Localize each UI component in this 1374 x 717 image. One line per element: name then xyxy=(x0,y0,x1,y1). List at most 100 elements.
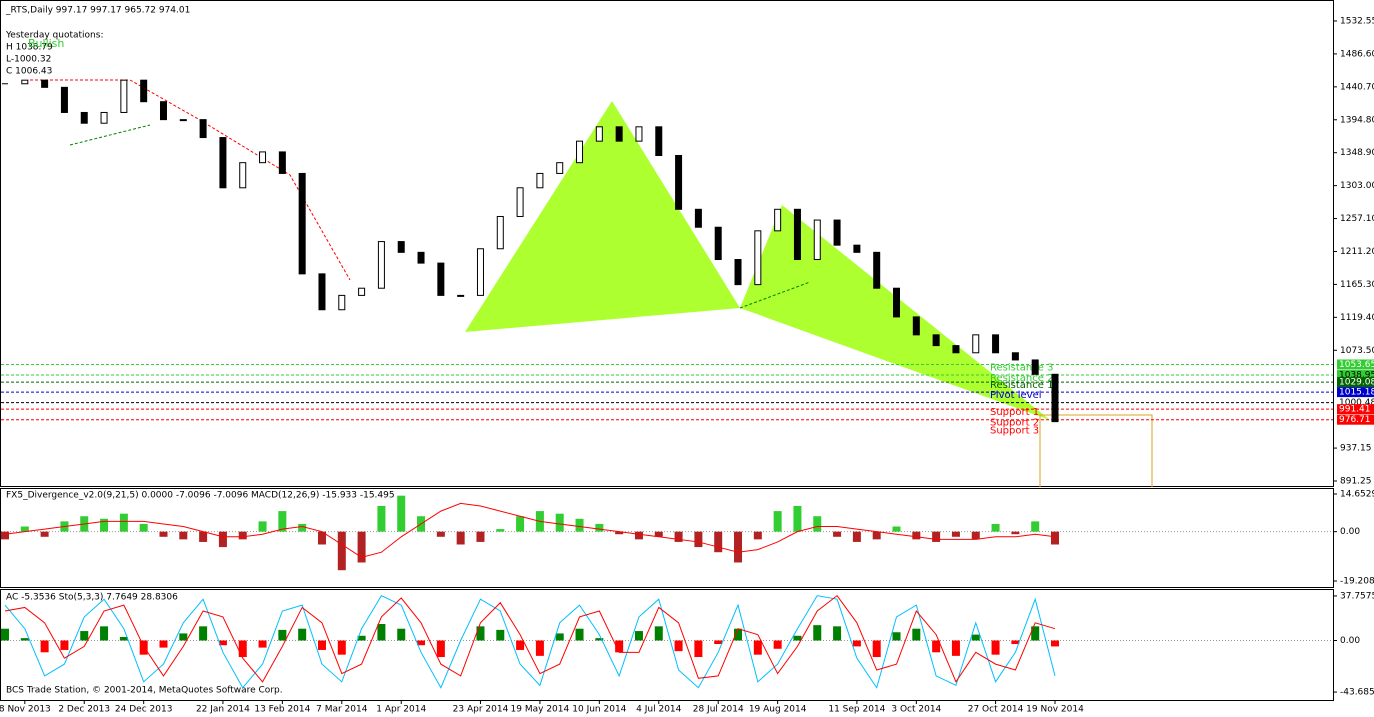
candle xyxy=(179,119,187,122)
candle xyxy=(318,273,326,311)
histogram-bar xyxy=(773,640,782,649)
candle xyxy=(377,241,385,289)
candle xyxy=(496,215,504,250)
histogram-bar xyxy=(317,531,326,545)
x-tick-label: 2 Dec 2013 xyxy=(58,705,110,715)
candle xyxy=(1011,352,1019,361)
histogram-bar xyxy=(793,635,802,641)
histogram-bar xyxy=(278,511,287,532)
histogram-bar xyxy=(991,523,1000,532)
x-tick-label: 19 Aug 2014 xyxy=(749,705,807,715)
histogram-bar xyxy=(1031,626,1040,641)
histogram-bar xyxy=(377,505,386,532)
histogram-bar xyxy=(654,626,663,641)
y-tick-label: 14.6529 xyxy=(1340,490,1374,500)
histogram-bar xyxy=(218,531,227,548)
histogram-bar xyxy=(753,640,762,655)
histogram-bar xyxy=(773,511,782,532)
pattern xyxy=(465,101,740,332)
y-tick-label: 1073.50 xyxy=(1340,346,1374,356)
histogram-bar xyxy=(337,531,346,571)
candle xyxy=(952,345,960,354)
histogram-bar xyxy=(892,632,901,641)
histogram-bar xyxy=(258,521,267,532)
candle xyxy=(754,230,762,286)
ac-pane xyxy=(0,589,1334,701)
level-label: 976.71 xyxy=(1339,415,1371,425)
histogram-bar xyxy=(714,640,723,645)
histogram-bar xyxy=(436,640,445,658)
indicator-title: FX5_Divergence_v2.0(9,21,5) 0.0000 -7.00… xyxy=(6,491,395,501)
histogram-bar xyxy=(852,640,861,647)
level-box xyxy=(1337,377,1374,388)
histogram-bar xyxy=(139,640,148,655)
histogram-bar xyxy=(100,626,109,641)
histogram-bar xyxy=(357,635,366,641)
histogram-bar xyxy=(1011,640,1020,645)
level-name: Pivot level xyxy=(990,390,1042,401)
quote-line: C 1006.43 xyxy=(6,67,52,77)
trend-line xyxy=(739,281,811,309)
histogram-bar xyxy=(238,640,247,658)
histogram-bar xyxy=(575,628,584,641)
histogram-bar xyxy=(833,531,842,537)
candle xyxy=(417,251,425,264)
histogram-bar xyxy=(80,631,89,641)
level-label: 1038.95 xyxy=(1339,371,1374,381)
quote-line: H 1038.79 xyxy=(6,43,53,53)
histogram-bar xyxy=(516,516,525,532)
histogram-bar xyxy=(555,633,564,641)
candle xyxy=(159,101,167,121)
histogram-bar xyxy=(714,531,723,553)
histogram-bar xyxy=(258,640,267,648)
histogram-bar xyxy=(872,640,881,658)
candle xyxy=(932,334,940,347)
histogram-bar xyxy=(278,629,287,641)
histogram-bar xyxy=(1031,521,1040,532)
histogram-bar xyxy=(951,640,960,656)
y-tick-label: 937.15 xyxy=(1340,444,1372,454)
level-box xyxy=(1337,387,1374,398)
candle xyxy=(1051,373,1059,423)
candle xyxy=(675,155,683,210)
level-label: 1029.08 xyxy=(1339,378,1374,388)
histogram-bar xyxy=(634,531,643,540)
candle xyxy=(556,162,564,174)
candle xyxy=(595,126,603,142)
candle xyxy=(873,251,881,289)
histogram-bar xyxy=(476,531,485,542)
histogram-bar xyxy=(734,628,743,641)
histogram-bar xyxy=(298,523,307,532)
level-box xyxy=(1337,397,1374,408)
histogram-bar xyxy=(971,531,980,540)
candle xyxy=(120,79,128,113)
candle xyxy=(912,316,920,336)
candle xyxy=(853,244,861,253)
level-box xyxy=(1337,370,1374,381)
histogram-bar xyxy=(159,640,168,648)
histogram-bar xyxy=(40,640,49,653)
histogram-bar xyxy=(694,640,703,658)
histogram-bar xyxy=(971,634,980,641)
candle xyxy=(21,79,29,85)
histogram-bar xyxy=(377,623,386,641)
level-box xyxy=(1337,414,1374,425)
candle xyxy=(516,187,524,217)
y-tick-label: 1165.30 xyxy=(1340,280,1374,290)
level-label: 991.41 xyxy=(1339,405,1371,415)
x-tick-label: 22 Jan 2014 xyxy=(196,705,250,715)
histogram-bar xyxy=(1011,531,1020,535)
histogram-bar xyxy=(535,640,544,656)
y-tick-label: 891.25 xyxy=(1340,477,1372,487)
histogram-bar xyxy=(179,633,188,641)
histogram-bar xyxy=(40,531,49,537)
candle xyxy=(992,334,1000,354)
candle xyxy=(80,111,88,124)
indicator-title: AC -5.3536 Sto(5,3,3) 7.7649 28.8306 xyxy=(6,593,178,603)
candle xyxy=(358,287,366,296)
candle xyxy=(397,241,405,253)
histogram-bar xyxy=(634,631,643,641)
histogram-bar xyxy=(60,640,69,650)
signal-label: Bullish xyxy=(28,37,64,50)
